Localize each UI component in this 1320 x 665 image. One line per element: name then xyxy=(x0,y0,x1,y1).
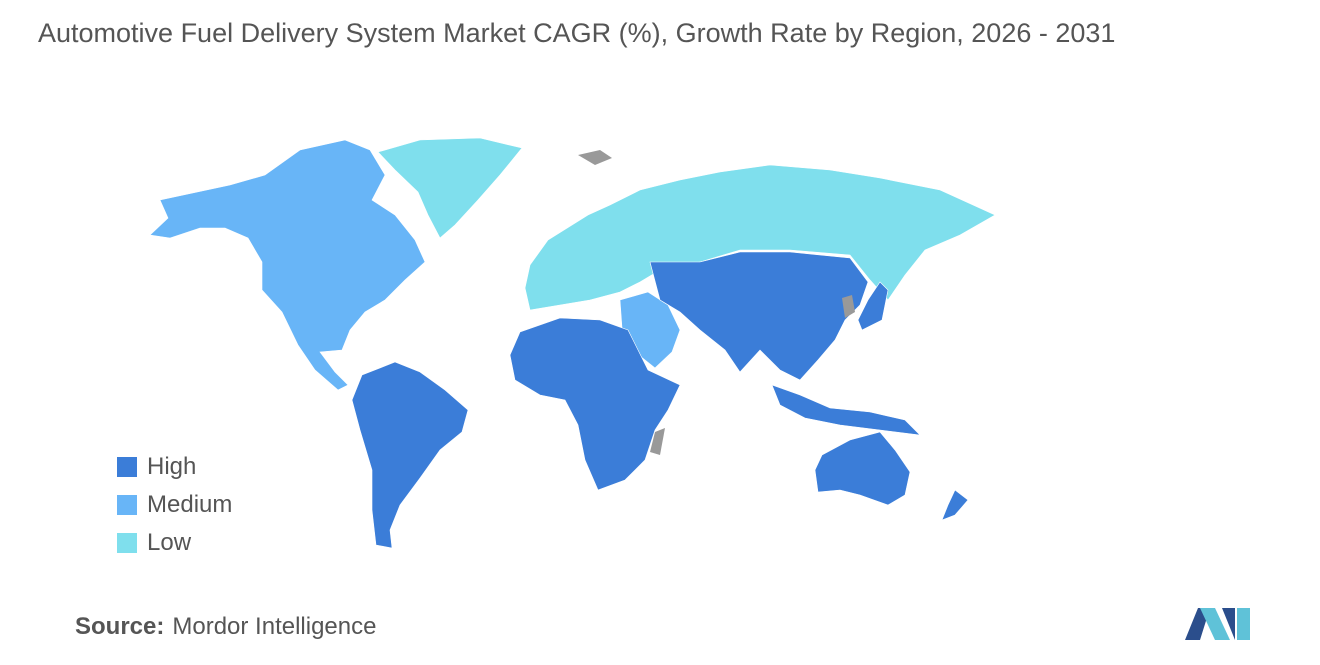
north-america xyxy=(149,139,426,391)
legend-swatch xyxy=(117,533,137,553)
logo xyxy=(1185,608,1250,640)
greenland xyxy=(377,137,523,239)
legend-item: Medium xyxy=(117,491,232,519)
legend-label: High xyxy=(147,453,197,480)
legend-item: Low xyxy=(117,529,191,557)
japan xyxy=(857,281,889,331)
korea xyxy=(842,295,855,318)
source-name: Mordor Intelligence xyxy=(172,613,377,640)
new-zealand xyxy=(941,489,969,521)
australia xyxy=(814,431,911,506)
source-label: Source: xyxy=(75,613,165,640)
source: Source: Mordor Intelligence xyxy=(75,613,376,641)
legend-label: Low xyxy=(147,529,192,556)
legend-item: High xyxy=(117,453,196,481)
africa xyxy=(509,317,681,491)
svalbard xyxy=(578,150,612,165)
asia xyxy=(649,251,869,381)
legend-swatch xyxy=(117,457,137,477)
south-america xyxy=(351,361,469,549)
chart-title: Automotive Fuel Delivery System Market C… xyxy=(38,18,1116,48)
legend-label: Medium xyxy=(147,491,233,518)
legend-swatch xyxy=(117,495,137,515)
southeast-asia xyxy=(771,384,921,436)
europe-russia xyxy=(524,164,996,311)
madagascar xyxy=(650,428,665,455)
